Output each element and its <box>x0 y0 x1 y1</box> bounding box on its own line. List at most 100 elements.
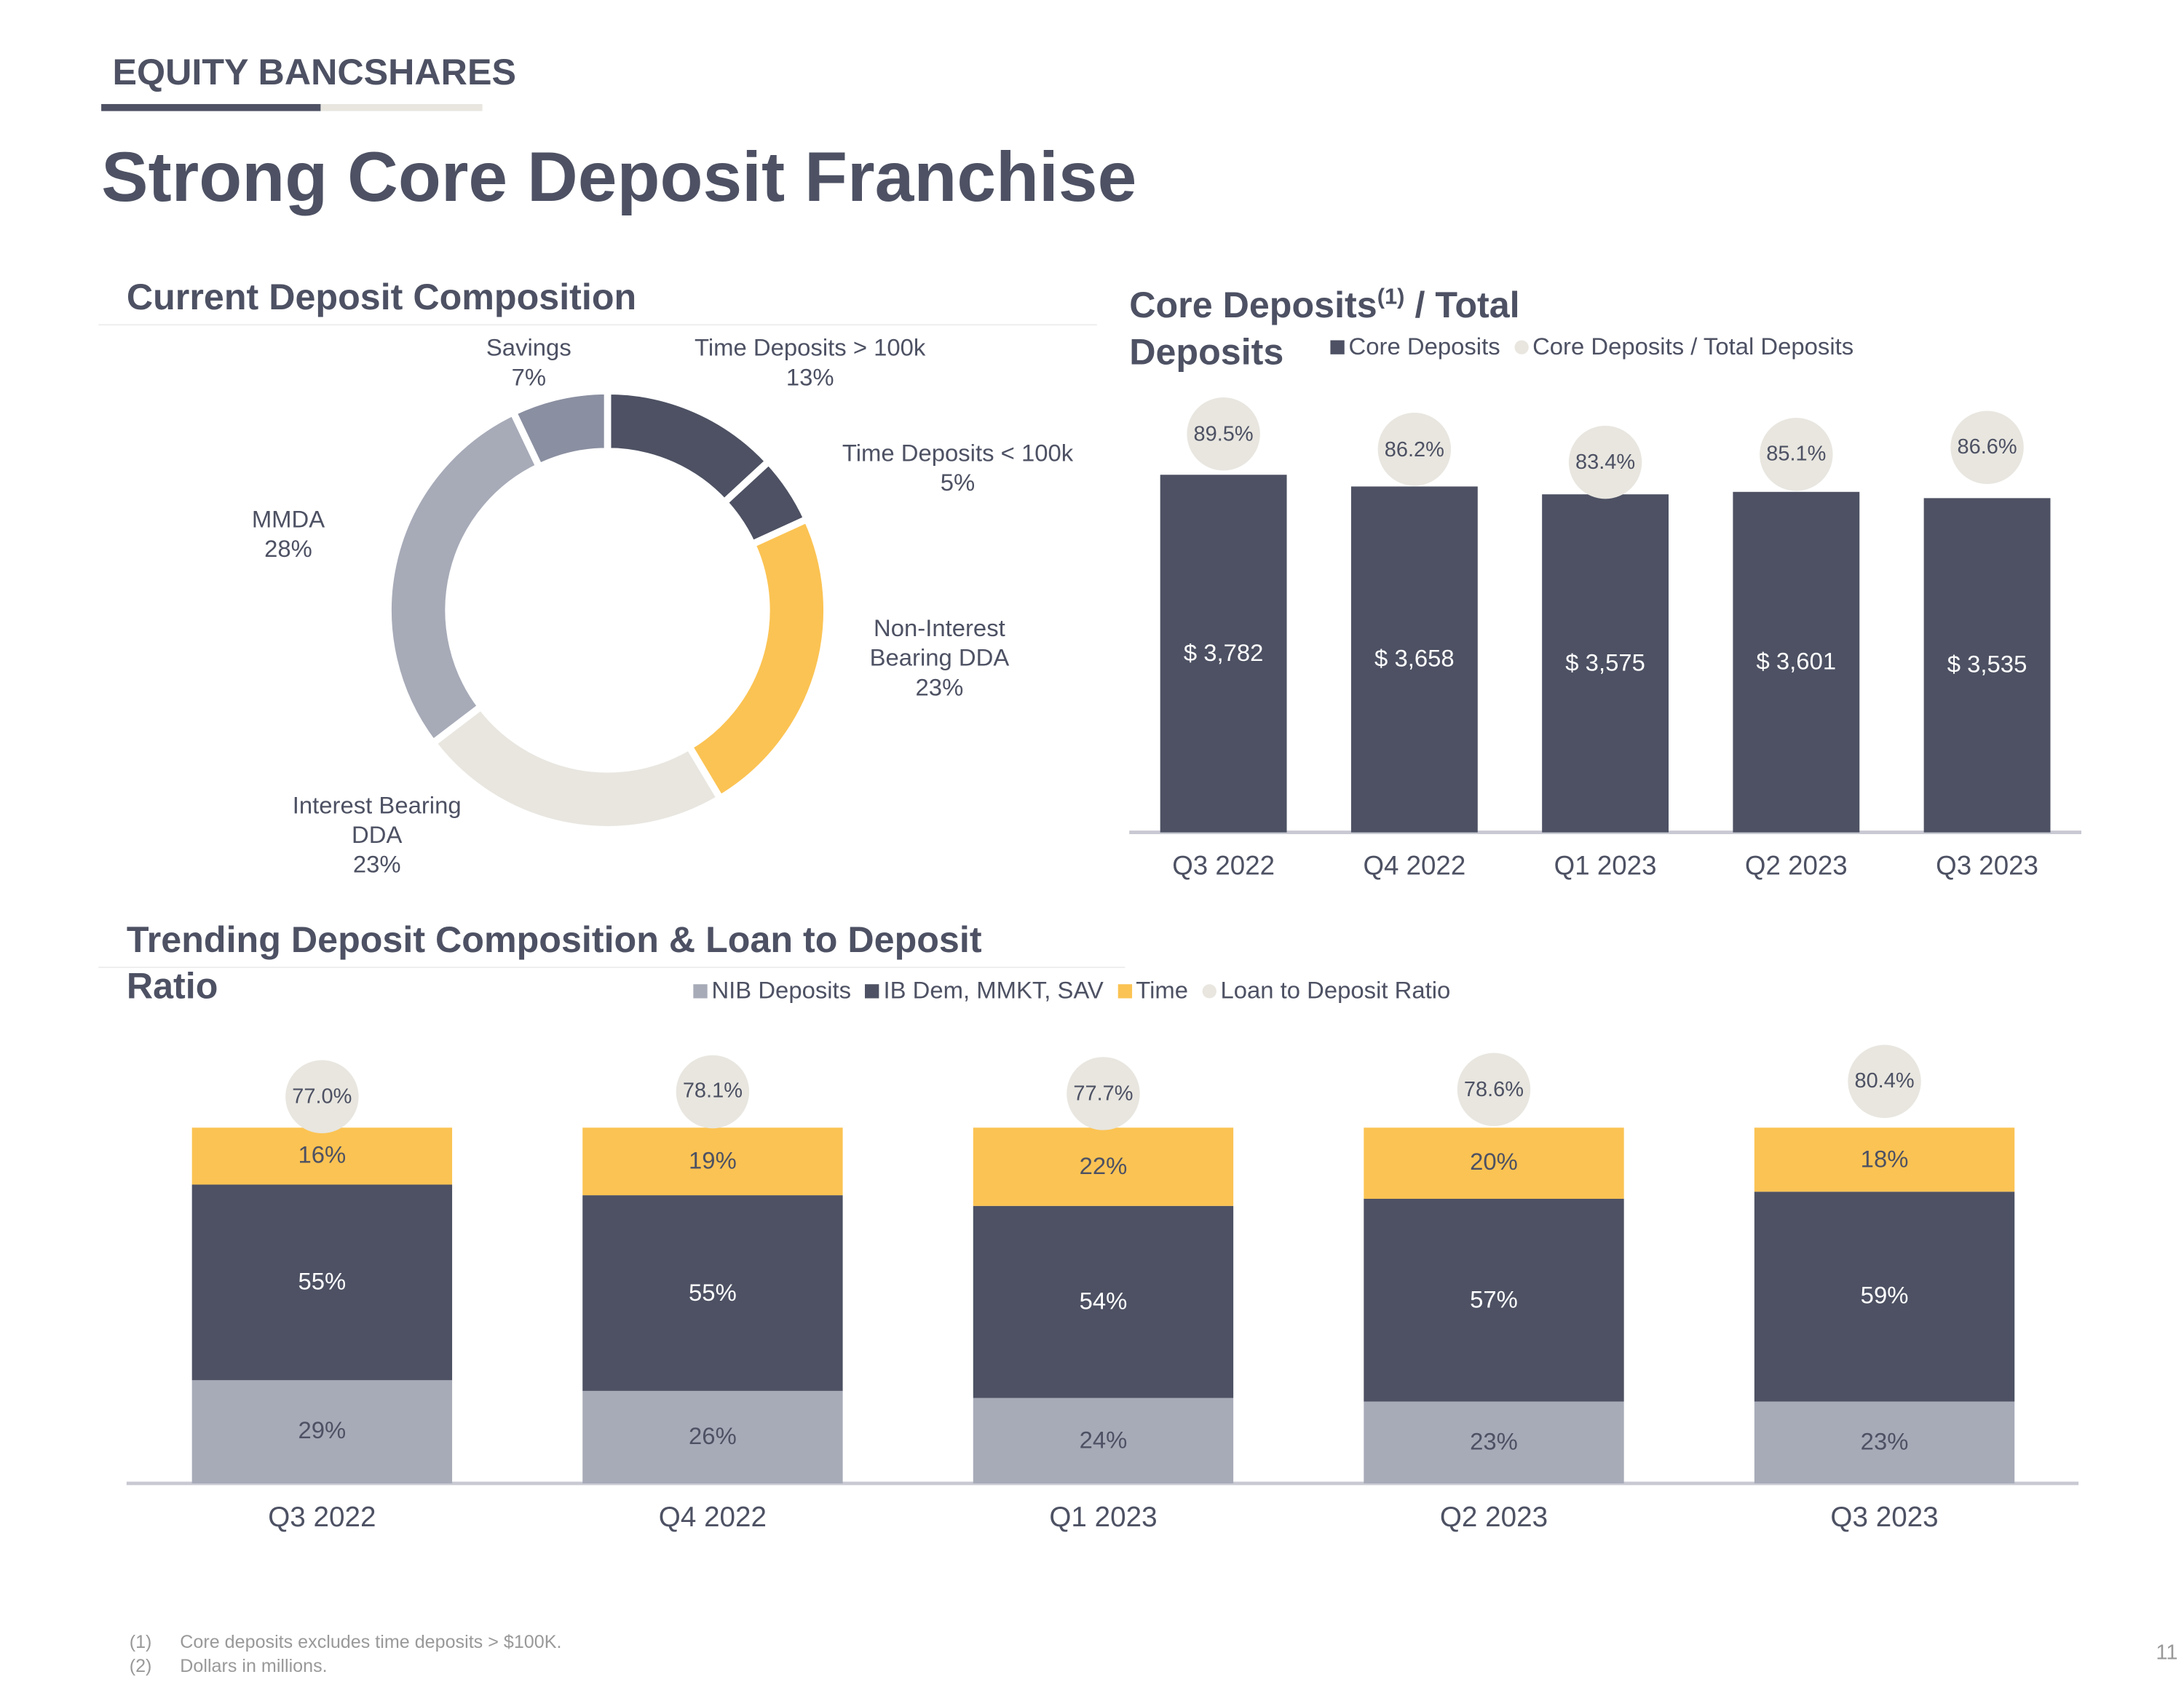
legend-label: Time <box>1136 977 1189 1004</box>
bar-segment <box>1364 1127 1624 1200</box>
bar <box>1350 486 1478 833</box>
segment-label: 29% <box>298 1417 347 1445</box>
donut-slice <box>427 701 725 833</box>
bar-segment <box>1364 1199 1624 1402</box>
x-tick-label: Q3 2023 <box>1830 1502 1939 1534</box>
legend-label: Core Deposits / Total Deposits <box>1532 333 1854 360</box>
bar-segment <box>973 1127 1234 1206</box>
x-tick-label: Q1 2023 <box>1554 852 1657 882</box>
ratio-bubble <box>676 1055 750 1129</box>
legend-item: Time <box>1117 978 1188 1006</box>
x-tick-label: Q3 2022 <box>268 1502 376 1534</box>
slice-label: Non-Interest Bearing DDA 23% <box>855 614 1024 702</box>
donut-slice <box>684 514 831 804</box>
legend-item: Core Deposits / Total Deposits <box>1514 333 1853 362</box>
x-tick-label: Q2 2023 <box>1744 852 1848 882</box>
x-tick-label: Q4 2022 <box>658 1502 767 1534</box>
segment-label: 19% <box>689 1147 737 1175</box>
chart-title: Core Deposits(1) / Total Deposits <box>1129 274 1593 375</box>
bar <box>1160 475 1287 833</box>
ratio-bubble <box>1848 1044 1921 1118</box>
ratio-label: 78.6% <box>1463 1077 1524 1102</box>
chart-title-text: Core Deposits <box>1129 283 1377 326</box>
ratio-label: 77.7% <box>1073 1081 1133 1106</box>
bar <box>1542 494 1669 833</box>
ratio-bubble <box>1067 1057 1140 1130</box>
slice-label: Time Deposits > 100k 13% <box>670 333 951 392</box>
legend-label: Loan to Deposit Ratio <box>1220 977 1451 1004</box>
segment-label: 18% <box>1860 1145 1909 1173</box>
slice-label: Time Deposits < 100k 5% <box>817 439 1098 498</box>
page-number: 11 <box>2156 1641 2178 1665</box>
header-rule <box>101 103 321 111</box>
slice-category: MMDA <box>251 506 325 534</box>
legend: Core Deposits Core Deposits / Total Depos… <box>1330 333 1867 362</box>
legend-item: NIB Deposits <box>693 978 851 1006</box>
legend-marker <box>693 984 708 999</box>
donut-slice <box>508 387 612 472</box>
legend-marker <box>865 984 879 999</box>
slide-title: Strong Core Deposit Franchise <box>101 138 1137 217</box>
bar-segment <box>1754 1127 2015 1192</box>
segment-label: 20% <box>1470 1149 1518 1176</box>
slice-category: Time Deposits < 100k <box>842 440 1074 467</box>
ratio-bubble <box>1950 411 2024 484</box>
ratio-label: 85.1% <box>1766 442 1827 467</box>
legend-marker <box>1202 984 1216 999</box>
ratio-label: 80.4% <box>1854 1069 1915 1094</box>
footnote-marker: (2) <box>129 1654 152 1676</box>
ratio-label: 78.1% <box>682 1079 743 1104</box>
slice-label: Interest Bearing DDA 23% <box>272 791 483 880</box>
bar <box>1733 491 1860 833</box>
ratio-label: 89.5% <box>1193 421 1254 446</box>
legend-marker <box>1514 340 1529 354</box>
x-tick-label: Q3 2023 <box>1936 852 2038 882</box>
segment-label: 22% <box>1079 1152 1128 1180</box>
legend-label: IB Dem, MMKT, SAV <box>883 977 1104 1004</box>
legend-item: Loan to Deposit Ratio <box>1202 978 1450 1006</box>
slice-label: Savings 7% <box>472 333 585 392</box>
donut-slice <box>384 407 545 748</box>
segment-label: 57% <box>1470 1285 1518 1313</box>
legend-item: Core Deposits <box>1330 333 1500 362</box>
ratio-label: 86.6% <box>1957 435 2017 460</box>
slice-value: 13% <box>786 364 834 392</box>
bar-label: $ 3,782 <box>1183 639 1264 667</box>
legend-marker <box>1330 340 1345 354</box>
x-tick-label: Q2 2023 <box>1439 1502 1548 1534</box>
legend-item: IB Dem, MMKT, SAV <box>865 977 1104 1006</box>
slice-category: Non-Interest Bearing DDA <box>869 615 1010 672</box>
slice-label: MMDA 28% <box>232 504 345 563</box>
chart-title: Trending Deposit Composition & Loan to D… <box>126 918 982 1007</box>
bar-segment <box>191 1184 453 1381</box>
x-tick-label: Q1 2023 <box>1049 1502 1158 1534</box>
ratio-label: 83.4% <box>1575 450 1636 475</box>
bar-segment <box>582 1390 843 1483</box>
bar-label: $ 3,575 <box>1565 649 1645 676</box>
footnote: Dollars in millions. <box>180 1654 328 1676</box>
legend-marker <box>1117 984 1132 999</box>
segment-label: 55% <box>298 1268 347 1296</box>
legend-label: NIB Deposits <box>711 977 852 1004</box>
bar-segment <box>1754 1401 2015 1483</box>
segment-label: 23% <box>1860 1428 1909 1456</box>
slice-value: 5% <box>940 469 976 496</box>
title-note: (1) <box>1377 285 1405 309</box>
ratio-bubble <box>1457 1052 1531 1127</box>
legend: NIB Deposits IB Dem, MMKT, SAV Time Loan to… <box>693 978 1464 1006</box>
slice-value: 7% <box>511 364 547 392</box>
segment-label: 24% <box>1079 1427 1128 1454</box>
legend-label: Core Deposits <box>1348 333 1500 360</box>
segment-label: 23% <box>1470 1428 1518 1456</box>
segment-label: 26% <box>689 1423 737 1450</box>
ratio-bubble <box>1377 413 1452 486</box>
bar-label: $ 3,601 <box>1756 648 1837 675</box>
bar-segment <box>582 1127 843 1196</box>
ratio-label: 77.0% <box>292 1085 352 1109</box>
segment-label: 54% <box>1079 1288 1128 1315</box>
bar-segment <box>191 1380 453 1483</box>
bar-label: $ 3,658 <box>1374 645 1455 673</box>
